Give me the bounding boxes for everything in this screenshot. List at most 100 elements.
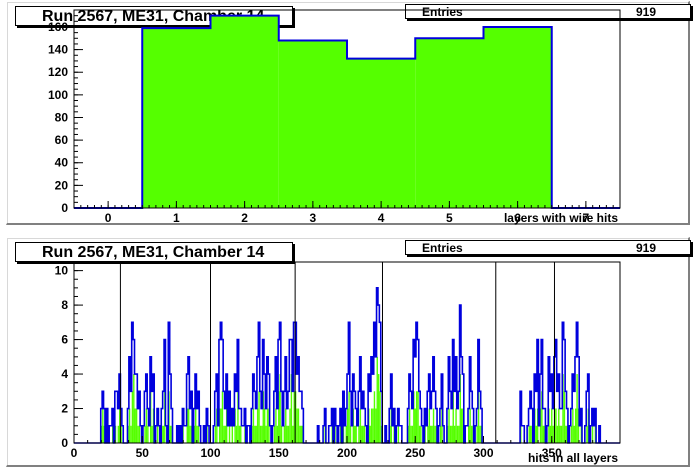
hits-bar: [300, 425, 302, 443]
hits-bar: [266, 408, 269, 443]
hits-bar: [529, 425, 532, 443]
hits-bar: [355, 425, 357, 443]
hits-bar: [468, 425, 470, 443]
x-tick-label: 50: [136, 446, 150, 460]
hits-bar: [574, 408, 577, 443]
hits-bar: [565, 425, 567, 443]
hits-bar: [528, 425, 530, 443]
hits-bar: [379, 391, 381, 443]
hits-bar: [293, 391, 295, 443]
hits-bar: [120, 425, 122, 443]
y-tick-label: 4: [61, 367, 68, 381]
histogram-outline: [74, 14, 620, 209]
hits-bar: [144, 425, 146, 443]
hits-bar: [428, 408, 431, 443]
histogram-bar: [347, 58, 416, 208]
hits-bar: [137, 425, 139, 443]
hits-bar: [237, 391, 239, 443]
hits-bar: [133, 374, 135, 443]
hits-bar: [572, 408, 574, 443]
hits-bar: [275, 408, 277, 443]
hits-bar: [560, 425, 563, 443]
hits-bar: [130, 425, 132, 443]
hits-bar: [195, 408, 197, 443]
hits-bar: [476, 425, 478, 443]
hits-bar: [431, 425, 433, 443]
y-tick-label: 60: [55, 133, 69, 147]
hits-bar: [470, 425, 473, 443]
hits-bar: [477, 391, 480, 443]
hits-bar: [347, 408, 349, 443]
hits-bar: [290, 374, 293, 443]
hits-bar: [297, 408, 300, 443]
hits-bar: [559, 425, 561, 443]
hits-bar: [408, 408, 411, 443]
hits-bar: [373, 391, 376, 443]
hits-bar: [235, 425, 238, 443]
hits-bar: [397, 425, 400, 443]
hits-bar: [410, 425, 412, 443]
hits-bar: [542, 425, 545, 443]
hits-bar: [552, 425, 554, 443]
hits-bar: [256, 408, 259, 443]
y-tick-label: 80: [55, 110, 69, 124]
histogram-bar: [210, 15, 279, 209]
hits-bar: [576, 374, 578, 443]
hits-bar: [417, 391, 419, 443]
hits-bar: [573, 425, 575, 443]
x-tick-label: 6: [514, 211, 521, 225]
hits-outline: [74, 287, 620, 444]
x-tick-label: 350: [542, 446, 562, 460]
hits-bar: [135, 408, 138, 443]
hits-bar: [138, 425, 141, 443]
hits-bar: [102, 408, 104, 443]
x-tick-label: 0: [105, 211, 112, 225]
hits-bar: [147, 425, 149, 443]
hits-bar: [375, 408, 377, 443]
hits-bar: [169, 425, 172, 443]
hits-bar: [279, 374, 281, 443]
histogram-bar: [278, 40, 347, 209]
hits-bar: [370, 408, 373, 443]
hits-bar: [255, 425, 257, 443]
hits-bar: [556, 425, 559, 443]
histogram-bar: [142, 28, 211, 208]
hits-bar: [224, 425, 226, 443]
hits-bar: [434, 425, 436, 443]
hits-bar: [469, 408, 471, 443]
hits-bar: [238, 425, 241, 443]
hits-bar: [117, 425, 120, 443]
y-tick-label: 6: [61, 333, 68, 347]
hits-bar: [278, 391, 280, 443]
hits-bar: [570, 425, 573, 443]
hits-bar: [369, 425, 371, 443]
histogram-bar: [415, 38, 484, 209]
y-tick-label: 20: [55, 178, 69, 192]
y-tick-label: 8: [61, 298, 68, 312]
hits-bar: [220, 408, 222, 443]
hits-bar: [555, 408, 557, 443]
hits-bar: [358, 425, 360, 443]
hits-bar: [131, 391, 134, 443]
stats-box: Entries 919: [405, 240, 691, 255]
hits-bar: [286, 425, 288, 443]
x-tick-label: 0: [71, 446, 78, 460]
hits-bar: [276, 425, 279, 443]
stats-entries-value: 919: [635, 241, 656, 255]
hits-bar: [119, 408, 121, 443]
hits-bar: [287, 425, 290, 443]
hits-bar: [134, 408, 136, 443]
hits-bar: [273, 425, 276, 443]
y-tick-label: 0: [61, 201, 68, 215]
hits-bar: [187, 408, 190, 443]
hits-bar: [361, 425, 363, 443]
hits-bar: [261, 425, 263, 443]
hits-bar: [549, 425, 552, 443]
hits-bar: [354, 425, 356, 443]
hits-bar: [214, 425, 217, 443]
hits-bar: [420, 425, 422, 443]
x-axis-title: layers with wire hits: [504, 211, 618, 225]
hits-bar: [285, 408, 287, 443]
